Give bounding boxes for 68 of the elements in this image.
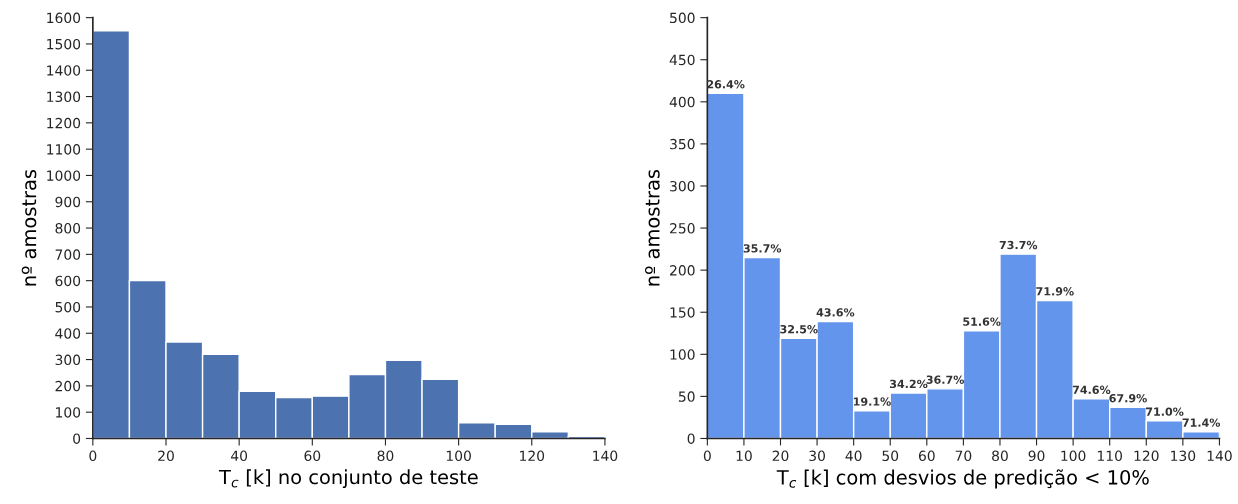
x-tick-label: 120 [1134,450,1159,462]
y-tick-label: 1600 [47,12,81,24]
x-axis-title: T$_{c}$ [k] com desvios de predição < 10% [776,469,1149,489]
y-tick-label: 300 [55,354,81,366]
y-tick-label: 1000 [47,170,81,181]
y-tick-label: 1200 [47,117,81,129]
y-tick-label: 900 [55,196,81,208]
y-tick-label: 700 [55,249,81,260]
x-tick-label: 20 [772,450,789,462]
y-tick-label: 450 [669,54,695,66]
y-tick-label: 1300 [47,91,81,103]
x-axis-title: T$_{c}$ [k] no conjunto de teste [218,469,478,489]
y-tick-label: 500 [670,12,695,24]
y-tick-label: 1500 [47,38,81,50]
annotation: 71.4% [1182,418,1221,427]
y-tick-label: 200 [55,380,81,392]
y-tick-label: 200 [670,265,695,276]
x-tick-label: 30 [809,450,825,462]
x-tick-label: 80 [992,450,1008,462]
y-axis-title: nº amostras [21,169,37,286]
y-tick-label: 800 [55,223,81,234]
x-tick-label: 40 [845,450,862,462]
x-tick-label: 10 [736,450,752,462]
x-tick-label: 0 [89,450,97,462]
annotation: 35.7% [743,244,782,253]
annotation: 51.6% [963,317,1001,326]
x-tick-label: 100 [1061,450,1086,462]
y-tick-label: 150 [670,307,695,318]
y-tick-label: 1100 [47,144,81,155]
annotation: 43.6% [816,308,855,317]
y-tick-label: 250 [670,223,695,234]
x-tick-label: 90 [1028,450,1045,462]
annotation: 71.9% [1036,287,1074,296]
x-tick-label: 100 [446,450,471,462]
y-tick-label: 0 [687,433,695,444]
y-tick-label: 600 [55,275,81,287]
y-tick-label: 400 [55,328,81,339]
annotation: 34.2% [889,379,928,389]
x-tick-label: 40 [231,450,248,462]
y-tick-label: 0 [73,433,81,444]
y-axis-title: nº amostras [645,169,660,286]
annotation: 19.1% [853,397,891,406]
x-tick-label: 70 [955,450,972,462]
x-tick-label: 60 [304,450,321,462]
y-tick-label: 100 [670,349,695,360]
y-tick-label: 50 [678,391,695,402]
x-tick-label: 110 [1097,450,1123,462]
annotation: 67.9% [1109,394,1147,403]
x-tick-label: 0 [703,450,711,462]
x-tick-label: 140 [593,450,618,462]
x-tick-label: 130 [1171,450,1196,462]
x-tick-label: 120 [520,450,545,462]
x-tick-label: 60 [918,450,935,462]
y-tick-label: 1400 [47,65,81,76]
annotation: 32.5% [780,324,818,334]
y-tick-label: 100 [56,407,81,418]
annotation: 71.0% [1146,407,1184,416]
x-tick-label: 80 [377,450,394,462]
y-tick-label: 300 [670,180,695,192]
y-tick-label: 400 [669,96,695,108]
y-tick-label: 350 [670,138,695,150]
x-tick-label: 20 [158,450,174,462]
annotation: 73.7% [999,240,1038,250]
annotation: 74.6% [1072,385,1111,394]
y-tick-label: 500 [55,301,81,313]
annotation: 36.7% [926,375,965,384]
x-tick-label: 140 [1207,450,1232,462]
x-tick-label: 50 [882,450,899,462]
